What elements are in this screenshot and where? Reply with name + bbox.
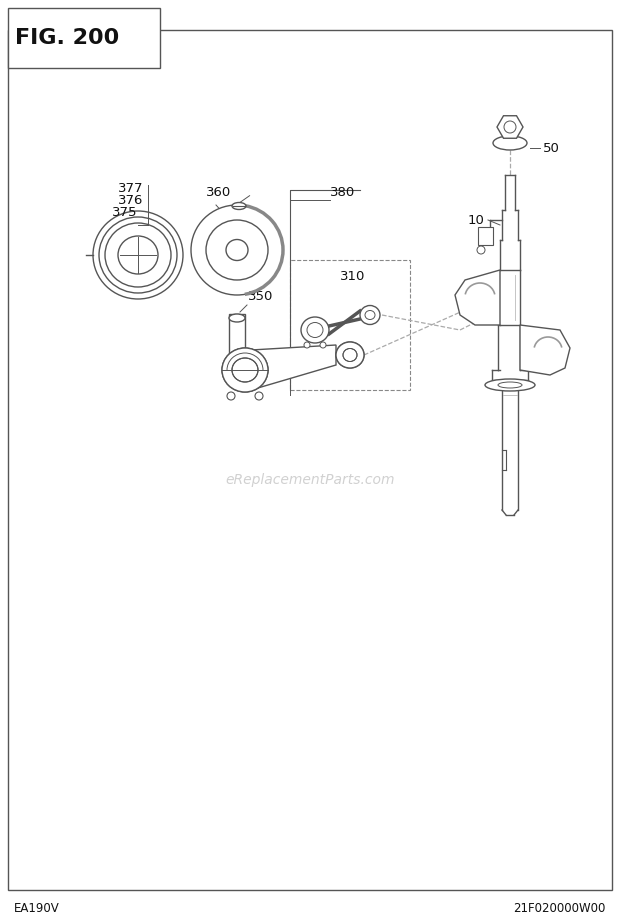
Ellipse shape (222, 348, 268, 392)
Text: FIG. 200: FIG. 200 (15, 28, 119, 48)
Circle shape (320, 342, 326, 348)
Text: 50: 50 (543, 142, 560, 154)
Text: 10: 10 (468, 213, 485, 226)
Text: 376: 376 (118, 194, 143, 207)
Circle shape (227, 392, 235, 400)
Text: 310: 310 (340, 269, 365, 282)
Text: EA190V: EA190V (14, 902, 60, 914)
Bar (290, 260, 410, 390)
Text: 380: 380 (330, 186, 355, 199)
Text: 375: 375 (112, 206, 138, 219)
Ellipse shape (493, 136, 527, 150)
Ellipse shape (301, 317, 329, 343)
Ellipse shape (229, 314, 245, 322)
Polygon shape (520, 325, 570, 375)
Ellipse shape (191, 205, 283, 295)
Polygon shape (251, 345, 336, 390)
Text: 350: 350 (248, 289, 273, 302)
Polygon shape (455, 270, 500, 325)
Ellipse shape (360, 305, 380, 324)
Text: 360: 360 (206, 186, 231, 199)
Ellipse shape (229, 354, 245, 362)
Ellipse shape (232, 202, 246, 210)
Text: 377: 377 (118, 181, 143, 195)
Ellipse shape (485, 379, 535, 391)
Ellipse shape (232, 368, 242, 372)
Text: 21F020000W00: 21F020000W00 (513, 902, 606, 914)
Bar (229, 314, 245, 358)
Text: eReplacementParts.com: eReplacementParts.com (225, 473, 395, 487)
Circle shape (255, 392, 263, 400)
Circle shape (477, 246, 485, 254)
Ellipse shape (118, 236, 158, 274)
Bar (8, 8, 160, 68)
Bar (478, 227, 493, 245)
Ellipse shape (226, 240, 248, 260)
Ellipse shape (336, 342, 364, 368)
Circle shape (304, 342, 310, 348)
